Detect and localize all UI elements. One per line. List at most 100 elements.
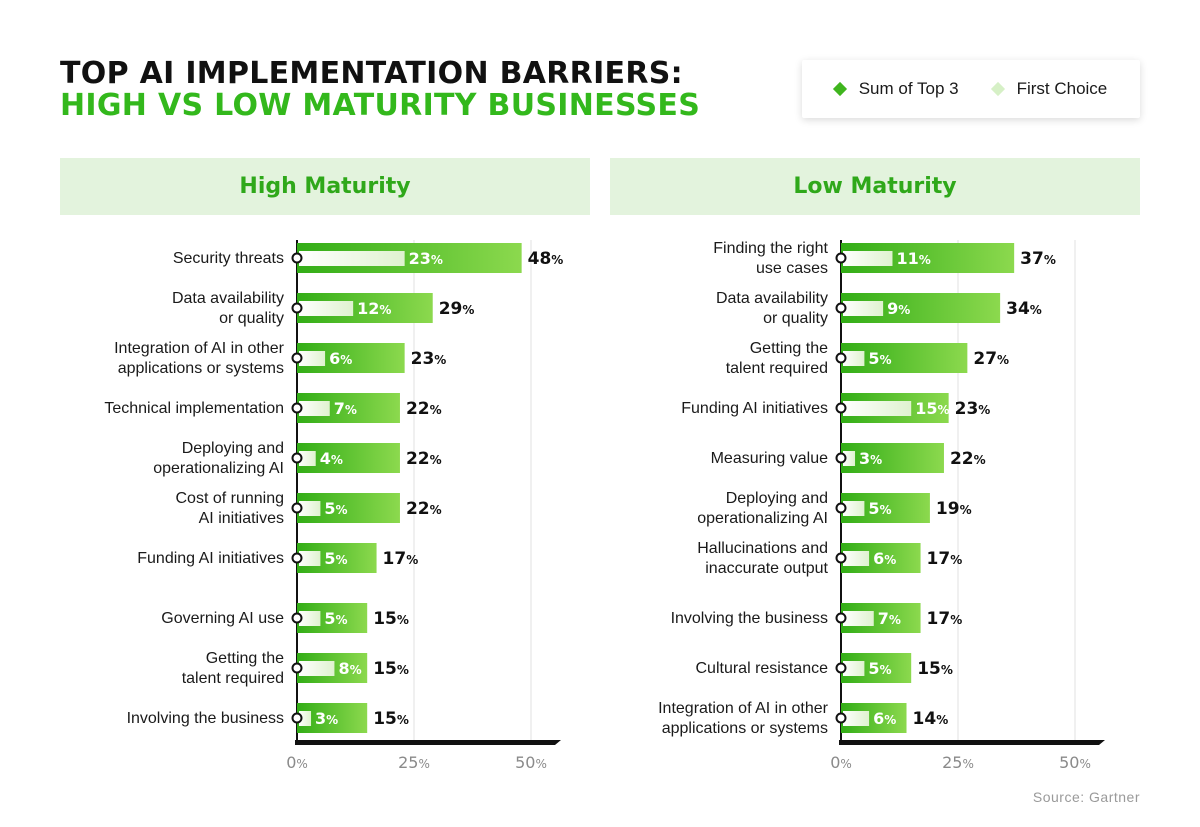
sum-top3-label: 48% (528, 249, 564, 269)
bar-first-choice (299, 301, 354, 316)
bar-first-choice (299, 711, 312, 726)
category-label: Data availability or quality (716, 290, 828, 327)
category-label: Hallucinations and inaccurate output (697, 540, 828, 577)
category-label: Security threats (173, 250, 284, 267)
axis-marker (835, 452, 847, 464)
first-choice-label: 6% (873, 709, 896, 728)
bar-first-choice (843, 501, 865, 516)
first-choice-label: 11% (896, 249, 930, 268)
first-choice-label: 15% (915, 399, 949, 418)
axis-marker (291, 352, 303, 364)
sum-top3-label: 37% (1020, 249, 1056, 269)
x-tick-label: 0% (830, 753, 852, 772)
category-label: Deploying and operationalizing AI (153, 440, 284, 477)
axis-marker (291, 502, 303, 514)
first-choice-label: 8% (338, 659, 361, 678)
sum-top3-label: 15% (917, 659, 953, 679)
first-choice-label: 3% (315, 709, 338, 728)
legend-label-first: First Choice (1016, 79, 1108, 98)
category-label: Involving the business (671, 610, 828, 627)
axis-marker (291, 712, 303, 724)
chart-title: TOP AI IMPLEMENTATION BARRIERS: HIGH VS … (60, 58, 700, 122)
first-choice-label: 5% (868, 349, 891, 368)
panel-title-low: Low Maturity (610, 158, 1140, 215)
sum-top3-label: 27% (973, 349, 1009, 369)
category-label: Funding AI initiatives (681, 400, 828, 417)
category-label: Finding the right use cases (713, 240, 828, 277)
category-label: Getting the talent required (182, 650, 284, 687)
panel-title-high: High Maturity (60, 158, 590, 215)
legend-label-sum: Sum of Top 3 (858, 79, 959, 98)
axis-marker (291, 302, 303, 314)
axis-marker (835, 402, 847, 414)
category-label: Measuring value (711, 450, 829, 467)
sum-top3-label: 14% (913, 709, 949, 729)
sum-top3-label: 15% (373, 659, 409, 679)
first-choice-label: 7% (878, 609, 901, 628)
bar-first-choice (843, 551, 870, 566)
axis-marker (835, 502, 847, 514)
category-label: Deploying and operationalizing AI (697, 490, 828, 527)
axis-marker (291, 252, 303, 264)
bar-first-choice (299, 611, 321, 626)
first-choice-label: 5% (324, 499, 347, 518)
category-label: Technical implementation (104, 400, 284, 417)
first-choice-label: 5% (868, 659, 891, 678)
axis-marker (835, 662, 847, 674)
bar-first-choice (299, 351, 326, 366)
bar-first-choice (299, 551, 321, 566)
x-tick-label: 25% (398, 753, 430, 772)
axis-marker (291, 402, 303, 414)
category-label: Integration of AI in other applications o… (114, 340, 285, 377)
sum-top3-label: 22% (406, 449, 442, 469)
sum-top3-label: 23% (955, 399, 991, 419)
sum-top3-label: 22% (406, 399, 442, 419)
bar-sum-top3 (841, 443, 944, 473)
first-choice-label: 7% (334, 399, 357, 418)
axis-marker (291, 552, 303, 564)
x-tick-label: 0% (286, 753, 308, 772)
axis-marker (835, 352, 847, 364)
chart-low-maturity: 0% 25% 50% 11% 37% Finding the right use cases… (658, 240, 1105, 772)
first-choice-label: 5% (324, 609, 347, 628)
sum-top3-label: 34% (1006, 299, 1042, 319)
axis-marker (291, 612, 303, 624)
category-label: Cultural resistance (696, 660, 829, 677)
sum-top3-label: 17% (927, 549, 963, 569)
bar-first-choice (843, 401, 912, 416)
first-choice-label: 9% (887, 299, 910, 318)
sum-top3-label: 17% (383, 549, 419, 569)
bar-first-choice (843, 611, 874, 626)
sum-top3-label: 22% (406, 499, 442, 519)
x-axis (839, 740, 1105, 745)
first-choice-label: 5% (324, 549, 347, 568)
bar-first-choice (843, 351, 865, 366)
first-choice-label: 3% (859, 449, 882, 468)
legend-item-first: First Choice (990, 79, 1108, 99)
legend-item-sum: Sum of Top 3 (832, 79, 959, 99)
legend: Sum of Top 3 First Choice (802, 60, 1140, 118)
category-label: Integration of AI in other applications o… (658, 700, 829, 737)
bar-first-choice (843, 661, 865, 676)
x-tick-label: 50% (1059, 753, 1091, 772)
category-label: Getting the talent required (726, 340, 828, 377)
source-note: Source: Gartner (1032, 789, 1140, 805)
category-label: Funding AI initiatives (137, 550, 284, 567)
sum-top3-label: 29% (439, 299, 475, 319)
bar-first-choice (843, 711, 870, 726)
axis-marker (835, 252, 847, 264)
category-label: Cost of running AI initiatives (175, 490, 284, 527)
bar-first-choice (299, 661, 335, 676)
bar-first-choice (843, 451, 856, 466)
sum-top3-label: 15% (373, 709, 409, 729)
title-line-2: HIGH VS LOW MATURITY BUSINESSES (60, 88, 701, 123)
x-axis (295, 740, 561, 745)
sum-top3-label: 23% (411, 349, 447, 369)
first-choice-label: 12% (357, 299, 391, 318)
bar-first-choice (843, 251, 893, 266)
bar-first-choice (299, 451, 316, 466)
first-choice-label: 6% (873, 549, 896, 568)
axis-marker (835, 302, 847, 314)
chart-high-maturity: 0% 25% 50% 23% 48% Security threats 12% 29% Data… (104, 240, 563, 772)
first-choice-label: 5% (868, 499, 891, 518)
